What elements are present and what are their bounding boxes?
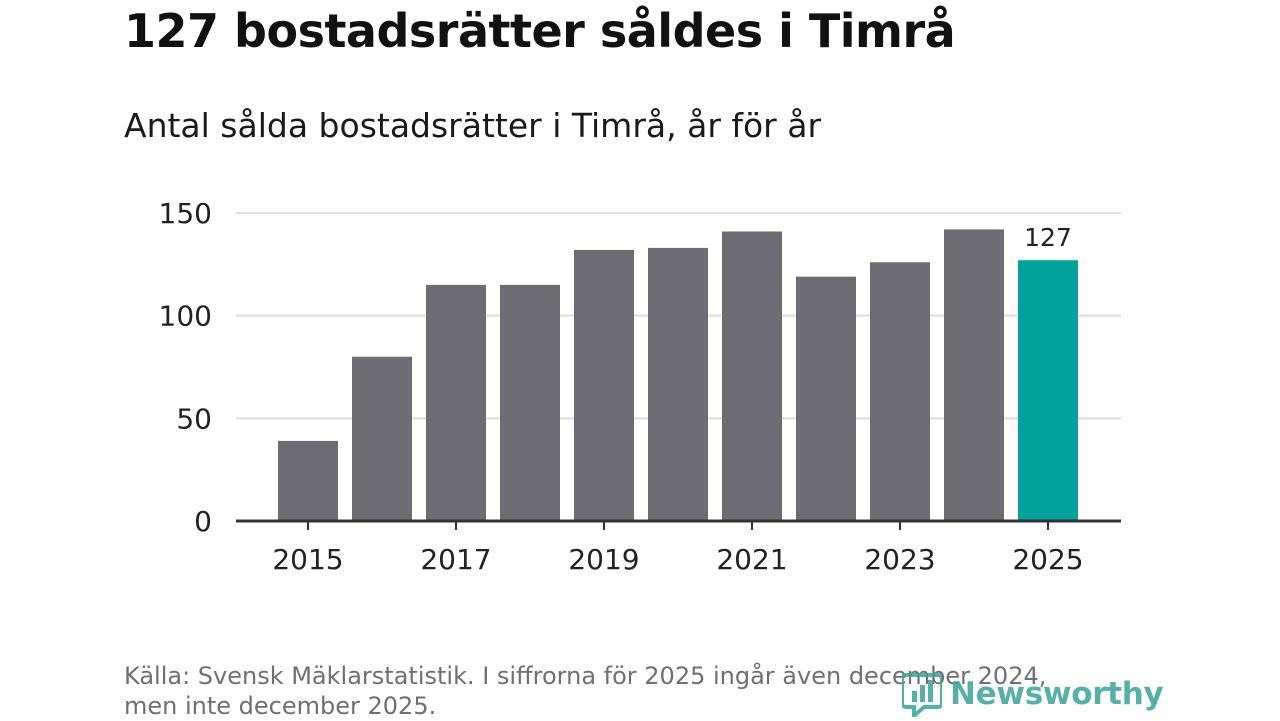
x-tick-label-2019: 2019	[568, 543, 639, 576]
y-tick-label-100: 100	[159, 300, 212, 333]
x-tick-label-2023: 2023	[864, 543, 935, 576]
bar-2017	[426, 284, 486, 521]
bars	[278, 229, 1078, 522]
y-tick-label-50: 50	[176, 402, 212, 435]
data-label-2025: 127	[1024, 223, 1072, 252]
bar-2018	[500, 284, 560, 521]
newsworthy-logo-icon	[902, 673, 942, 717]
x-tick-label-2017: 2017	[420, 543, 491, 576]
chart-subtitle: Antal sålda bostadsrätter i Timrå, år fö…	[124, 106, 822, 145]
axes: 0 50 100 150 127 2015 2017 2019 2021 2023 2025	[159, 197, 1121, 576]
bar-2015	[278, 440, 338, 521]
bar-2021	[722, 231, 782, 522]
y-tick-label-0: 0	[194, 505, 212, 538]
bar-2024	[944, 229, 1004, 521]
bar-2019	[574, 249, 634, 521]
bar-chart: 0 50 100 150 127 2015 2017 2019 2021 2023 2025	[159, 197, 1121, 576]
bar-2023	[870, 262, 930, 521]
newsworthy-logo: Newsworthy	[902, 668, 1164, 720]
bar-2022	[796, 276, 856, 521]
x-tick-label-2025: 2025	[1012, 543, 1083, 576]
y-tick-label-150: 150	[159, 197, 212, 230]
source-line-1: Källa: Svensk Mäklarstatistik. I siffror…	[124, 662, 1047, 690]
bar-2020	[648, 247, 708, 521]
source-line-2: men inte december 2025.	[124, 692, 437, 720]
x-tick-label-2021: 2021	[716, 543, 787, 576]
newsworthy-logo-text: Newsworthy	[950, 676, 1164, 712]
source-note: Källa: Svensk Mäklarstatistik. I siffror…	[124, 661, 1144, 721]
bar-2025	[1018, 260, 1078, 521]
bar-2016	[352, 356, 412, 521]
x-tick-label-2015: 2015	[272, 543, 343, 576]
chart-title: 127 bostadsrätter såldes i Timrå	[124, 4, 956, 58]
